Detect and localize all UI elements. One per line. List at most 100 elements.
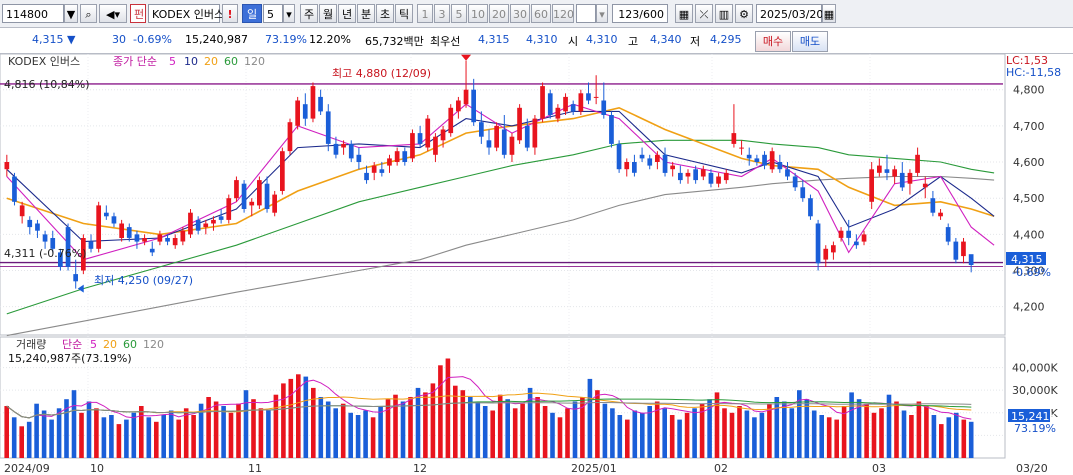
volume-bar	[684, 412, 690, 458]
volume-bar	[281, 383, 286, 458]
date-field[interactable]: 2025/03/20	[756, 4, 823, 23]
interval-custom-field[interactable]	[576, 4, 596, 23]
candle-body	[777, 162, 783, 170]
candle-body	[593, 96, 599, 98]
volume-bar	[931, 415, 937, 458]
volume-bar	[56, 408, 62, 458]
volume-bar	[400, 401, 406, 458]
low-annotation: 최저 4,250 (09/27)	[94, 274, 193, 287]
candle-body	[486, 140, 492, 148]
period-minute-button[interactable]: 분	[357, 4, 375, 23]
code-dropdown-button[interactable]: ▼	[64, 4, 78, 23]
candle-body	[624, 162, 630, 170]
candle-body	[371, 165, 377, 173]
interval-1-button[interactable]: 1	[417, 4, 433, 23]
interval-10-button[interactable]: 10	[468, 4, 488, 23]
volume-bar	[94, 408, 99, 458]
volume-bar	[251, 399, 256, 458]
volume-bar	[101, 417, 107, 458]
candle-body	[555, 107, 561, 119]
period-count-field[interactable]: 5	[263, 4, 283, 23]
price-tick-label: 4,500	[1013, 192, 1045, 205]
candle-body	[195, 219, 201, 231]
period-tick-button[interactable]: 틱	[395, 4, 413, 23]
volume-bar	[722, 408, 727, 458]
calendar-dropdown-icon[interactable]: ▦	[822, 4, 836, 23]
candle-body	[12, 176, 17, 202]
volume-bar	[296, 374, 301, 458]
volume-bar	[819, 415, 824, 458]
period-yearly-button[interactable]: 년	[338, 4, 356, 23]
volume-bar	[408, 397, 413, 458]
candle-body	[356, 154, 362, 162]
volume-last-tag: 15,241K	[1011, 410, 1057, 423]
candle-body	[547, 93, 553, 115]
interval-30-button[interactable]: 30	[510, 4, 530, 23]
volume-bar	[430, 383, 436, 458]
period-second-button[interactable]: 초	[376, 4, 394, 23]
candle-body	[639, 154, 645, 159]
candle-body	[440, 129, 446, 141]
candle-body	[81, 238, 86, 271]
volume-bar	[378, 406, 383, 458]
high-label: 고	[628, 35, 639, 48]
candle-body	[58, 252, 63, 267]
candle-body	[211, 219, 216, 224]
price-tick-label: 4,200	[1013, 301, 1045, 314]
tool-settings-icon[interactable]: ▦	[675, 4, 693, 23]
candle-body	[907, 172, 913, 184]
volume-bar	[505, 399, 510, 458]
candle-body	[226, 198, 232, 220]
candle-body	[188, 212, 193, 235]
draw-tool-icon[interactable]: ⤫	[695, 4, 713, 23]
interval-5-button[interactable]: 5	[451, 4, 467, 23]
candle-body	[792, 176, 798, 188]
legend-ma120: 120	[244, 55, 265, 68]
stock-code-input[interactable]: 114800	[2, 4, 64, 23]
interval-20-button[interactable]: 20	[489, 4, 509, 23]
period-count-dropdown[interactable]: ▾	[283, 4, 295, 23]
data-count-field[interactable]: 123/600	[612, 4, 668, 23]
buy-button[interactable]: 매수	[755, 31, 791, 52]
interval-3-button[interactable]: 3	[434, 4, 450, 23]
volume-bar	[542, 406, 548, 458]
volume-bar	[864, 403, 869, 458]
volume-bar	[602, 403, 608, 458]
period-monthly-button[interactable]: 월	[319, 4, 337, 23]
volume-ratio: 73.19%	[265, 33, 307, 46]
volume-bar	[595, 390, 600, 458]
volume-bar	[86, 401, 92, 458]
speaker-icon[interactable]: ◀▾	[99, 4, 127, 23]
candle-body	[241, 183, 247, 209]
volume-bar	[901, 410, 907, 458]
volume-bar	[587, 378, 593, 458]
volume-bar	[385, 399, 391, 458]
interval-60-button[interactable]: 60	[531, 4, 551, 23]
price-tick-label: 4,300	[1013, 265, 1045, 278]
period-weekly-button[interactable]: 주	[300, 4, 318, 23]
candle-body	[823, 248, 829, 260]
candle-body	[678, 172, 683, 181]
search-icon[interactable]: ⌕	[80, 4, 97, 23]
grid-tool-icon[interactable]: ▥	[715, 4, 733, 23]
candle-body	[578, 93, 584, 112]
candle-body	[165, 238, 170, 242]
volume-bar	[610, 408, 615, 458]
warning-button[interactable]: !	[222, 4, 238, 23]
gear-icon[interactable]: ⚙	[735, 4, 753, 23]
volume-bar	[348, 412, 353, 458]
volume-bar	[325, 401, 331, 458]
candle-body	[655, 154, 660, 162]
interval-120-button[interactable]: 120	[552, 4, 574, 23]
chart-toolbar: 114800 ▼ ⌕ ◀▾ 펀 KODEX 인버스 ! 일 5 ▾ 주 월 년 …	[0, 0, 1073, 28]
volume-bar	[468, 397, 473, 458]
volume-bar	[415, 387, 421, 458]
candle-body	[257, 180, 262, 206]
period-daily-button[interactable]: 일	[242, 4, 262, 23]
candle-body	[142, 238, 147, 242]
candle-body	[88, 241, 94, 249]
interval-dropdown[interactable]: ▾	[596, 4, 608, 23]
volume-bar	[625, 419, 630, 458]
candle-body	[27, 219, 33, 228]
sell-button[interactable]: 매도	[792, 31, 828, 52]
